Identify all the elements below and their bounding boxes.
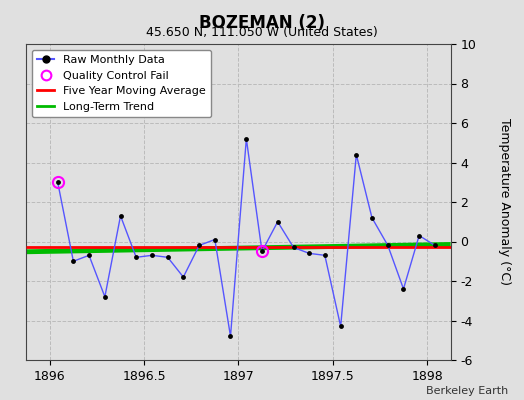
Text: BOZEMAN (2): BOZEMAN (2) [199,14,325,32]
Text: Berkeley Earth: Berkeley Earth [426,386,508,396]
Text: 45.650 N, 111.050 W (United States): 45.650 N, 111.050 W (United States) [146,26,378,39]
Legend: Raw Monthly Data, Quality Control Fail, Five Year Moving Average, Long-Term Tren: Raw Monthly Data, Quality Control Fail, … [32,50,211,117]
Y-axis label: Temperature Anomaly (°C): Temperature Anomaly (°C) [498,118,511,286]
